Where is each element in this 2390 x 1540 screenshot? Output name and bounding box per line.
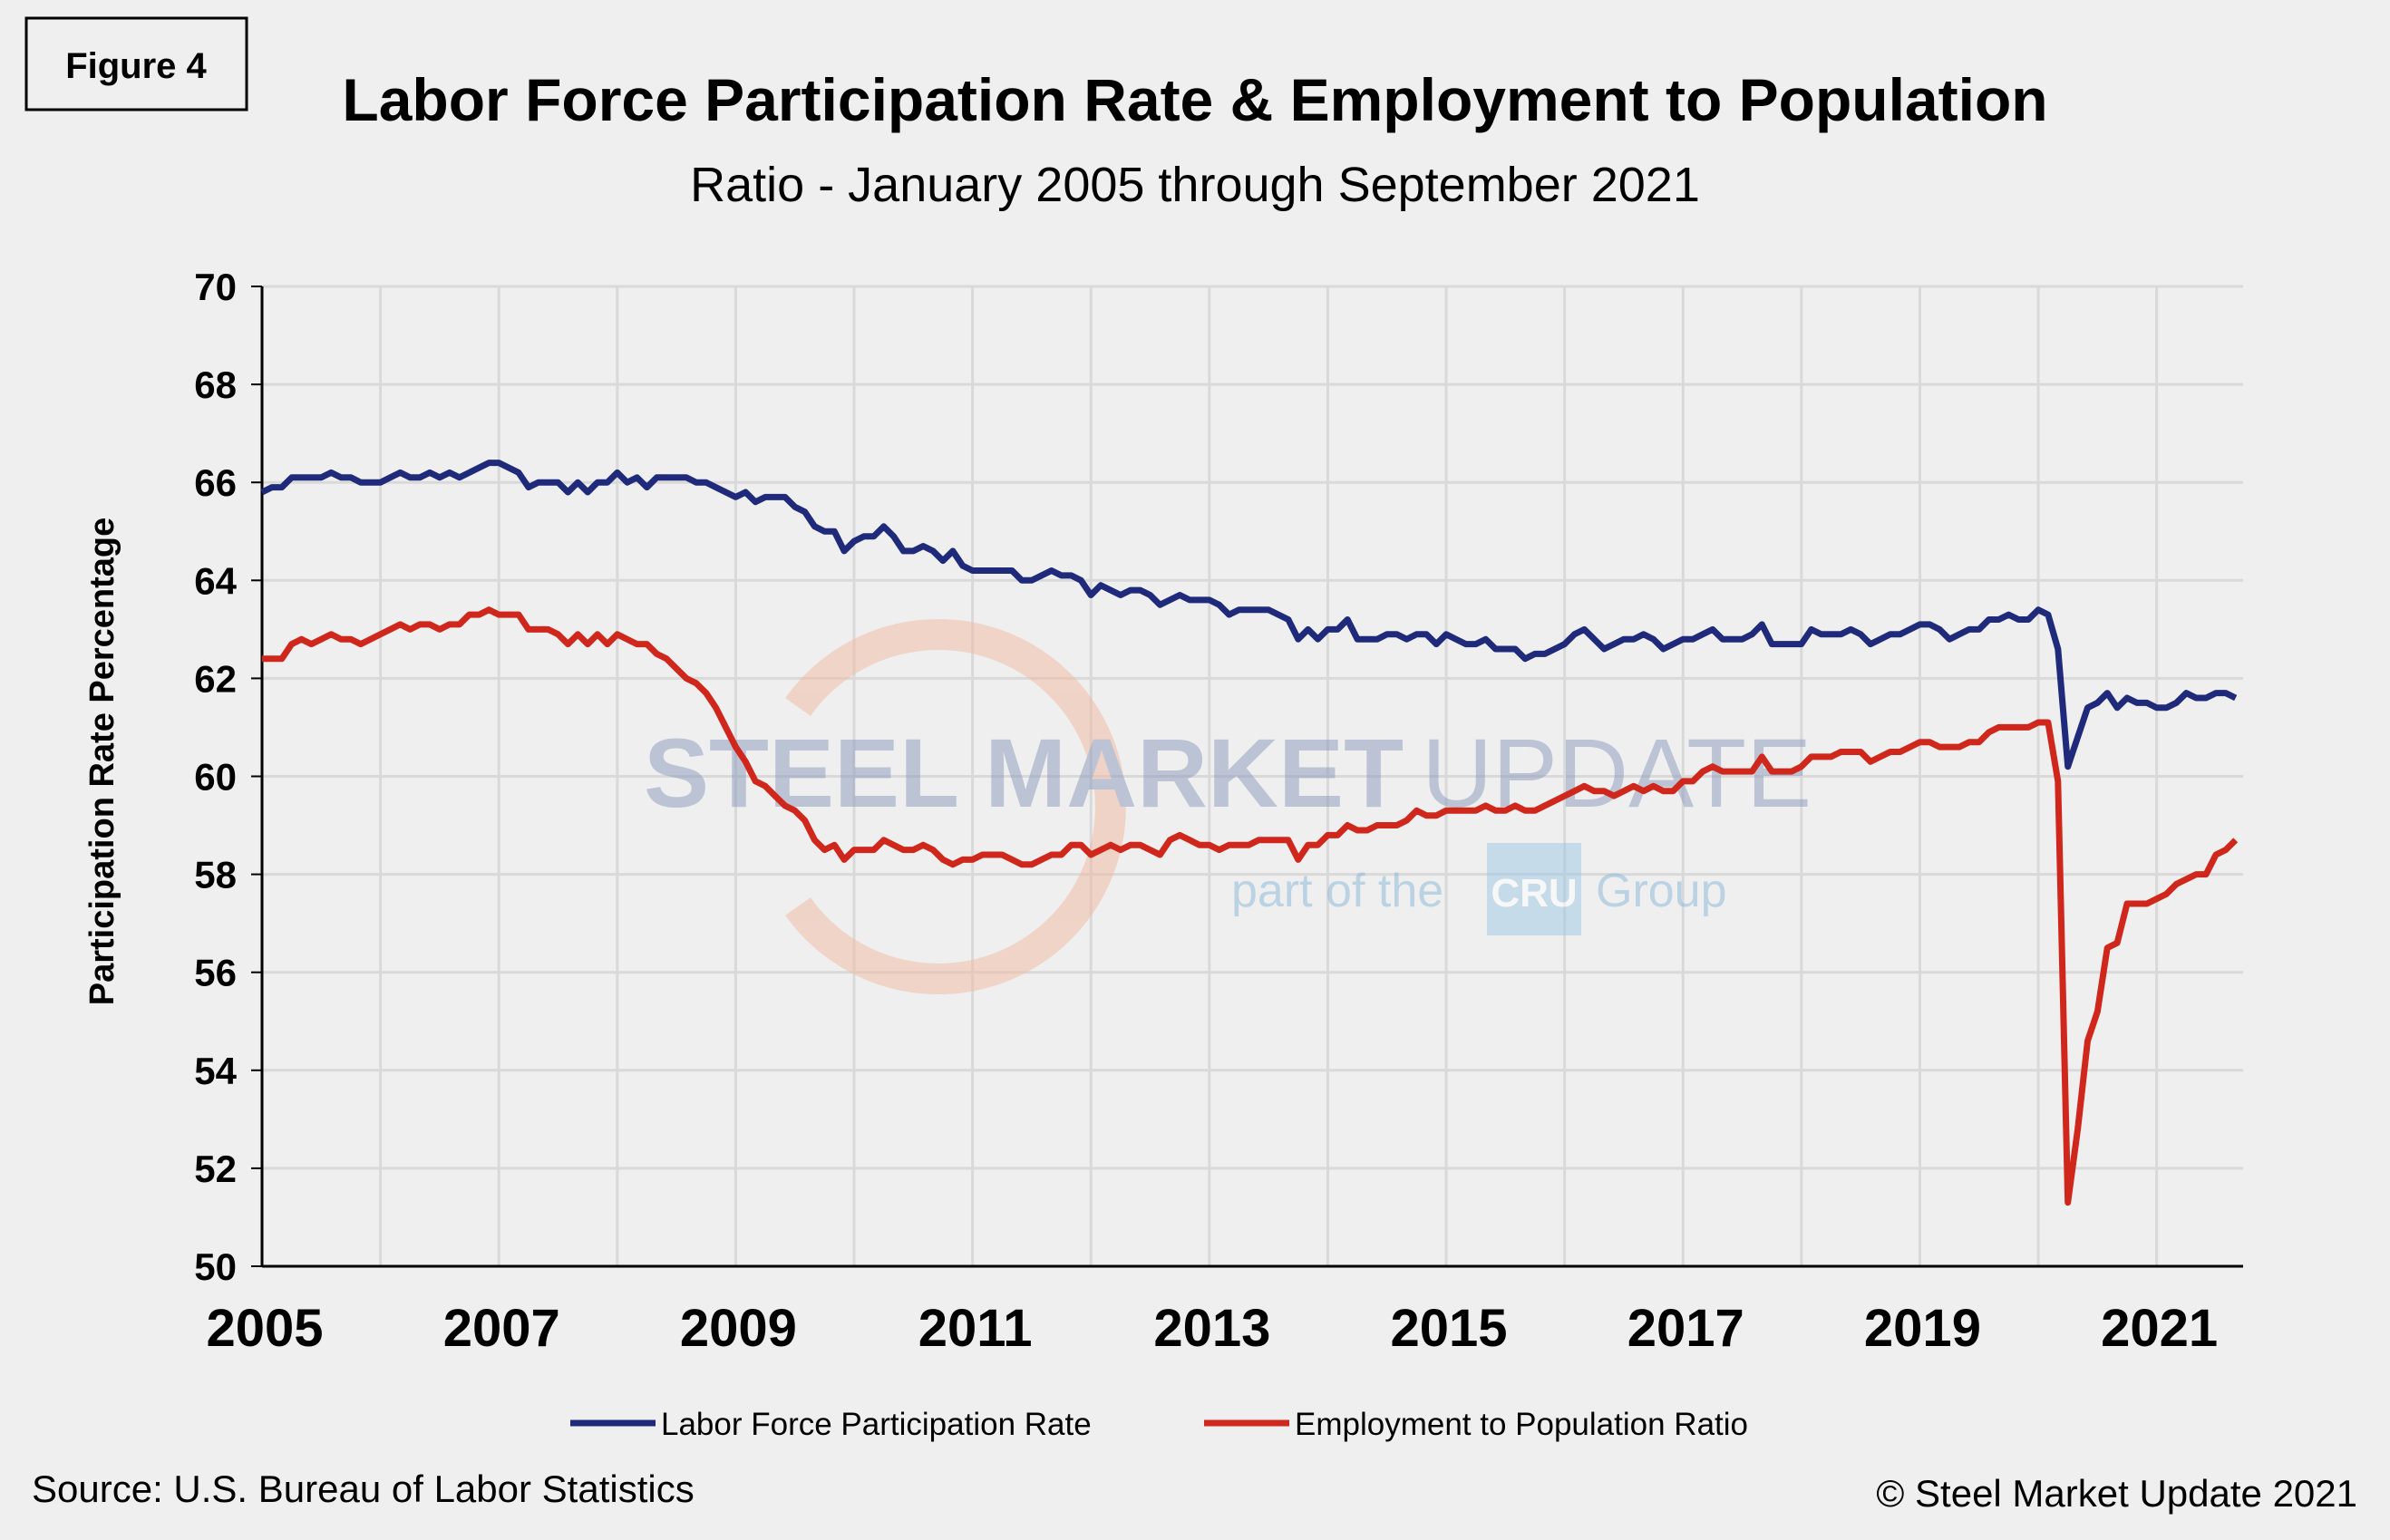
legend: Labor Force Participation Rate Employmen… (570, 1407, 1748, 1442)
legend-label-emratio: Employment to Population Ratio (1295, 1407, 1748, 1442)
copyright-note: © Steel Market Update 2021 (1876, 1472, 2357, 1515)
x-tick-label: 2005 (206, 1299, 323, 1358)
axes: 50 52 54 56 58 60 62 64 66 68 70 2005 2007 2009 2011 20… (194, 266, 2243, 1358)
y-tick-label: 64 (194, 559, 237, 602)
y-tick-label: 54 (194, 1050, 237, 1092)
chart-subtitle: Ratio - January 2005 through September 2… (690, 158, 1700, 212)
x-tick-label: 2015 (1391, 1299, 1508, 1358)
x-tick-label: 2017 (1627, 1299, 1744, 1358)
watermark-cru-badge (1487, 843, 1581, 935)
y-tick-label: 50 (194, 1245, 237, 1288)
y-tick-label: 66 (194, 461, 237, 504)
gridlines (262, 285, 2243, 1266)
y-tick-label: 56 (194, 952, 237, 994)
x-tick-label: 2019 (1864, 1299, 1981, 1358)
y-tick-label: 70 (194, 266, 237, 308)
y-tick-label: 52 (194, 1148, 237, 1190)
watermark-subtext: part of the (1231, 865, 1443, 917)
legend-label-lfpr: Labor Force Participation Rate (661, 1407, 1092, 1442)
y-tick-label: 62 (194, 657, 237, 700)
watermark-logo: STEEL MARKET UPDATE part of the CRU Group (644, 619, 1812, 994)
source-note: Source: U.S. Bureau of Labor Statistics (32, 1467, 695, 1510)
watermark-arc (785, 619, 1126, 994)
figure-label-box (24, 16, 248, 111)
x-tick-label: 2011 (918, 1299, 1033, 1358)
x-tick-label: 2021 (2101, 1299, 2218, 1358)
x-tick-label: 2007 (443, 1299, 560, 1358)
y-tick-label: 60 (194, 756, 237, 799)
legend-item-emratio[interactable]: Employment to Population Ratio (1204, 1407, 1748, 1442)
figure-label: Figure 4 (24, 16, 248, 111)
watermark-cru-text: CRU (1491, 871, 1577, 915)
x-tick-label: 2013 (1153, 1299, 1270, 1358)
series-line-emratio (262, 606, 2239, 1206)
y-tick-label: 58 (194, 854, 237, 896)
x-tick-label: 2009 (680, 1299, 797, 1358)
figure-label-text: Figure 4 (65, 46, 207, 86)
series-line-lfpr (260, 460, 2238, 770)
y-tick-label: 68 (194, 363, 237, 406)
y-axis-label: Participation Rate Percentage (83, 518, 121, 1006)
legend-item-lfpr[interactable]: Labor Force Participation Rate (570, 1407, 1092, 1442)
watermark-text: STEEL MARKET UPDATE (644, 718, 1812, 828)
chart-title: Labor Force Participation Rate & Employm… (342, 66, 2047, 133)
series-lines (260, 460, 2239, 1206)
watermark-group: Group (1596, 865, 1727, 917)
